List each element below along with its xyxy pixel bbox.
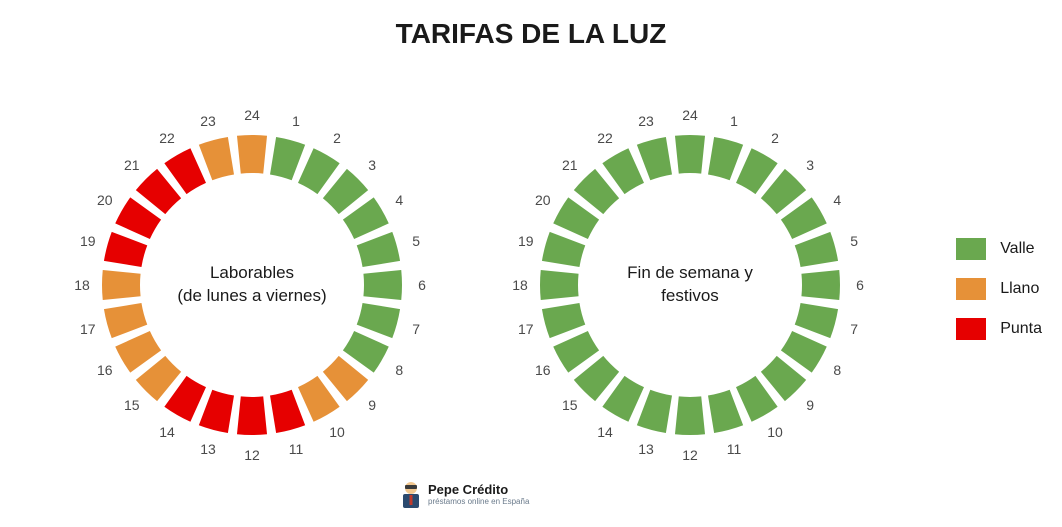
hour-segment (270, 137, 305, 180)
hour-segment (357, 303, 400, 338)
ring-chart-laborables: 123456789101112131415161718192021222324L… (52, 85, 452, 485)
hour-segment (102, 270, 141, 300)
hour-segment (542, 303, 585, 338)
hour-segment (801, 270, 840, 300)
hour-segment (237, 396, 267, 435)
hour-segment (708, 137, 743, 180)
hour-segment (675, 135, 705, 174)
chart-center-label: Fin de semana y festivos (627, 262, 753, 308)
page-title: TARIFAS DE LA LUZ (0, 18, 1062, 50)
legend-item: Punta (956, 318, 1042, 340)
chart-center-label: Laborables (de lunes a viernes) (177, 262, 326, 308)
hour-segment (637, 390, 672, 433)
legend-swatch-icon (956, 238, 986, 260)
hour-segment (540, 270, 579, 300)
hour-segment (270, 390, 305, 433)
legend-swatch-icon (956, 278, 986, 300)
ring-chart-finde: 123456789101112131415161718192021222324F… (490, 85, 890, 485)
hour-segment (795, 303, 838, 338)
hour-segment (104, 232, 147, 267)
brand-logo: Pepe Crédito préstamos online en España (400, 479, 529, 509)
hour-segment (708, 390, 743, 433)
brand-subtitle: préstamos online en España (428, 497, 529, 506)
legend-item: Valle (956, 238, 1042, 260)
hour-segment (795, 232, 838, 267)
hour-segment (675, 396, 705, 435)
legend-label: Llano (1000, 280, 1039, 298)
legend-label: Valle (1000, 240, 1034, 258)
brand-avatar-icon (400, 479, 422, 509)
hour-segment (542, 232, 585, 267)
hour-segment (199, 390, 234, 433)
legend: Valle Llano Punta (956, 238, 1042, 358)
hour-segment (199, 137, 234, 180)
brand-name: Pepe Crédito (428, 482, 529, 497)
hour-segment (363, 270, 402, 300)
avatar-glasses-icon (405, 485, 417, 489)
hour-segment (357, 232, 400, 267)
legend-item: Llano (956, 278, 1042, 300)
legend-swatch-icon (956, 318, 986, 340)
avatar-tie-icon (410, 495, 413, 505)
legend-label: Punta (1000, 320, 1042, 338)
hour-segment (104, 303, 147, 338)
hour-segment (237, 135, 267, 174)
hour-segment (637, 137, 672, 180)
